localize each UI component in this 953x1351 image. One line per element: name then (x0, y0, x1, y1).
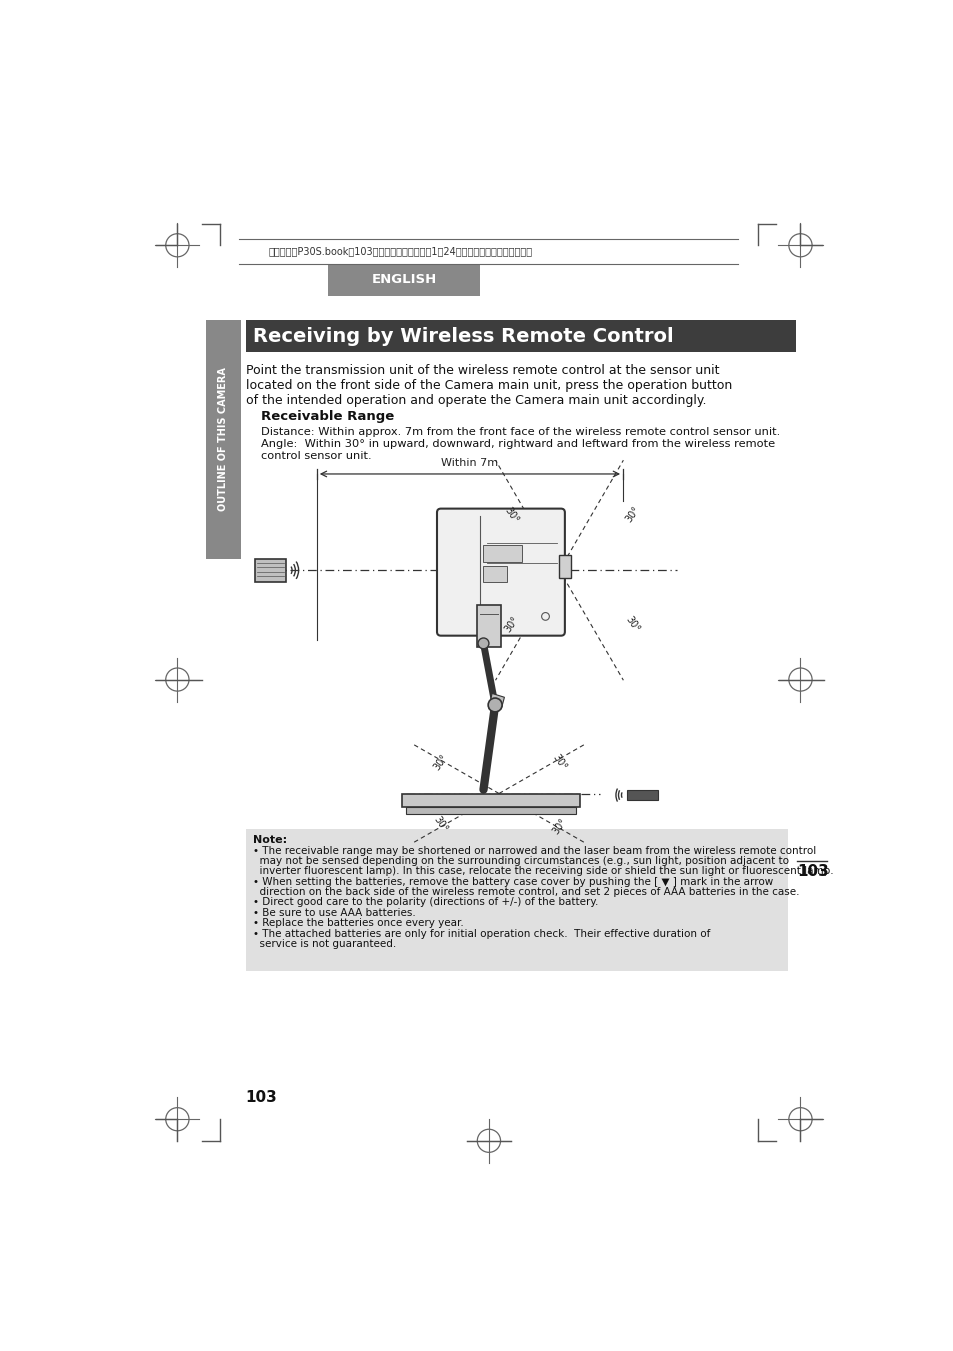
Bar (402, 793, 579, 808)
Circle shape (477, 638, 488, 648)
Text: Distance: Within approx. 7m from the front face of the wireless remote control s: Distance: Within approx. 7m from the fro… (261, 427, 780, 436)
Text: 30°: 30° (623, 615, 641, 634)
Text: 書画カメラP30S.book　103　ページ　２００８年1月24日　木曜日　午後６晎３８分: 書画カメラP30S.book 103 ページ ２００８年1月24日 木曜日 午後… (268, 246, 532, 257)
Bar (245, 830, 787, 970)
Text: 30°: 30° (550, 753, 568, 773)
Text: may not be sensed depending on the surrounding circumstances (e.g., sun light, p: may not be sensed depending on the surro… (253, 857, 788, 866)
Text: Note:: Note: (253, 835, 287, 844)
Text: Point the transmission unit of the wireless remote control at the sensor unit: Point the transmission unit of the wirel… (245, 363, 719, 377)
Text: Within 7m: Within 7m (441, 458, 498, 467)
Polygon shape (488, 693, 504, 709)
Text: 30°: 30° (502, 505, 519, 524)
Bar (406, 808, 576, 813)
Text: • Be sure to use AAA batteries.: • Be sure to use AAA batteries. (253, 908, 416, 917)
Text: 30°: 30° (550, 816, 568, 836)
Text: • When setting the batteries, remove the battery case cover by pushing the [ ▼ ]: • When setting the batteries, remove the… (253, 877, 773, 886)
Text: Angle:  Within 30° in upward, downward, rightward and leftward from the wireless: Angle: Within 30° in upward, downward, r… (261, 439, 775, 449)
Bar (328, 263, 479, 296)
Bar (254, 559, 286, 582)
Text: of the intended operation and operate the Camera main unit accordingly.: of the intended operation and operate th… (245, 394, 705, 407)
Text: 103: 103 (796, 863, 828, 878)
Text: inverter fluorescent lamp). In this case, relocate the receiving side or shield : inverter fluorescent lamp). In this case… (253, 866, 833, 877)
Bar (483, 544, 521, 562)
Text: ENGLISH: ENGLISH (372, 273, 436, 286)
Text: Receiving by Wireless Remote Control: Receiving by Wireless Remote Control (253, 327, 673, 346)
Text: direction on the back side of the wireless remote control, and set 2 pieces of A: direction on the back side of the wirele… (253, 888, 799, 897)
Bar (626, 790, 658, 800)
Text: 30°: 30° (432, 815, 450, 834)
Bar (206, 320, 241, 559)
Text: • The receivable range may be shortened or narrowed and the laser beam from the : • The receivable range may be shortened … (253, 846, 816, 855)
Text: control sensor unit.: control sensor unit. (261, 451, 372, 461)
Text: 30°: 30° (432, 753, 450, 773)
Text: Receivable Range: Receivable Range (261, 409, 394, 423)
Bar (558, 555, 571, 578)
Bar (483, 566, 506, 582)
Text: • Direct good care to the polarity (directions of +/-) of the battery.: • Direct good care to the polarity (dire… (253, 897, 598, 908)
Text: 103: 103 (245, 1090, 277, 1105)
Text: located on the front side of the Camera main unit, press the operation button: located on the front side of the Camera … (245, 378, 731, 392)
FancyBboxPatch shape (436, 508, 564, 636)
Text: OUTLINE OF THIS CAMERA: OUTLINE OF THIS CAMERA (218, 367, 229, 511)
Circle shape (488, 698, 501, 712)
Text: 30°: 30° (502, 615, 519, 634)
Bar (476, 605, 500, 647)
Text: service is not guaranteed.: service is not guaranteed. (253, 939, 396, 948)
Text: 30°: 30° (623, 505, 641, 524)
Bar (245, 320, 795, 353)
Text: • The attached batteries are only for initial operation check.  Their effective : • The attached batteries are only for in… (253, 928, 710, 939)
Text: • Replace the batteries once every year.: • Replace the batteries once every year. (253, 919, 463, 928)
